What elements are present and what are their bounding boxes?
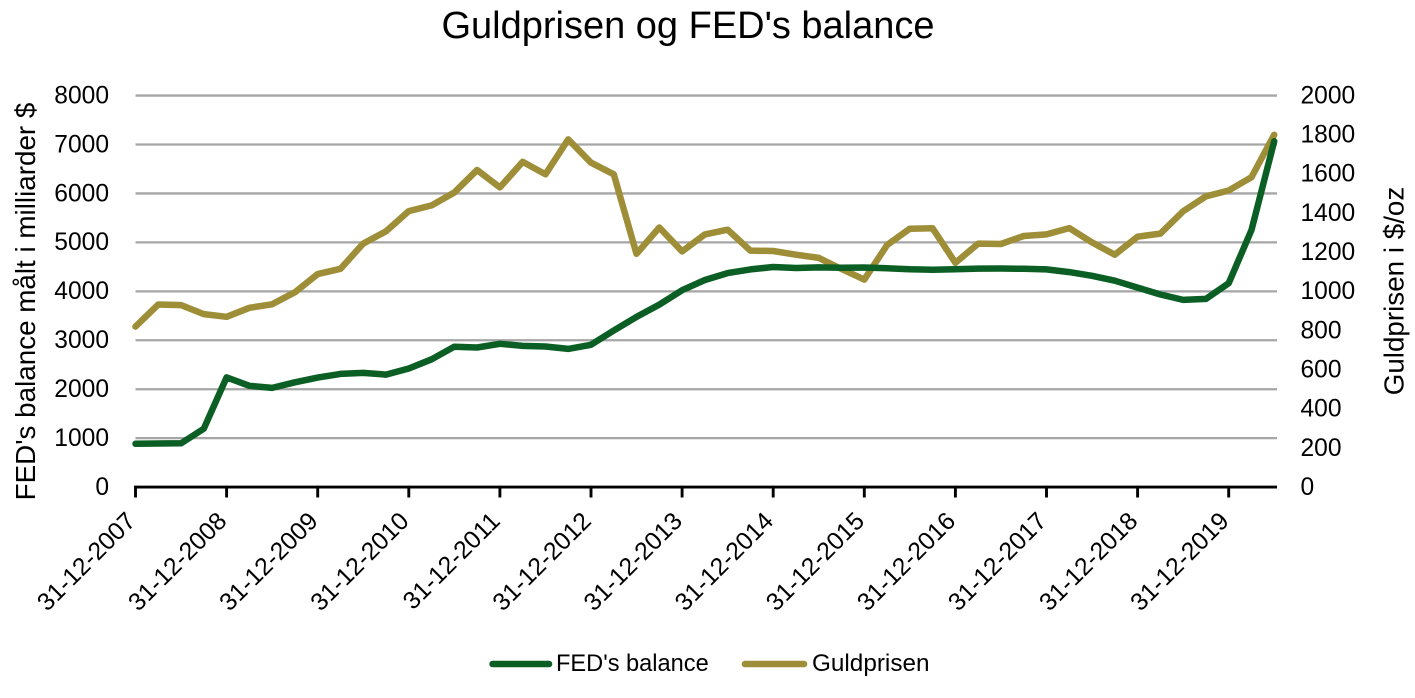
svg-text:600: 600 xyxy=(1301,357,1342,384)
svg-text:0: 0 xyxy=(1301,474,1315,501)
svg-text:800: 800 xyxy=(1301,317,1342,344)
svg-text:1000: 1000 xyxy=(54,425,109,452)
svg-text:1600: 1600 xyxy=(1301,161,1356,188)
svg-text:2000: 2000 xyxy=(54,376,109,403)
svg-text:FED's balance: FED's balance xyxy=(556,651,709,677)
svg-text:Guldprisen i $/oz: Guldprisen i $/oz xyxy=(1378,187,1409,396)
svg-text:1000: 1000 xyxy=(1301,278,1356,305)
svg-text:Guldprisen: Guldprisen xyxy=(812,650,930,677)
svg-text:400: 400 xyxy=(1301,396,1342,423)
svg-text:6000: 6000 xyxy=(54,180,109,207)
svg-text:0: 0 xyxy=(95,474,109,501)
svg-text:1200: 1200 xyxy=(1301,239,1356,266)
svg-text:7000: 7000 xyxy=(54,131,109,158)
svg-text:200: 200 xyxy=(1301,435,1342,462)
svg-text:8000: 8000 xyxy=(54,82,109,109)
svg-text:1400: 1400 xyxy=(1301,200,1356,227)
svg-text:3000: 3000 xyxy=(54,327,109,354)
svg-text:1800: 1800 xyxy=(1301,122,1356,149)
svg-text:5000: 5000 xyxy=(54,229,109,256)
svg-text:Guldprisen og FED's balance: Guldprisen og FED's balance xyxy=(441,5,934,47)
svg-text:2000: 2000 xyxy=(1301,82,1356,109)
svg-text:FED's balance målt i milliarde: FED's balance målt i milliarder $ xyxy=(10,102,41,500)
svg-text:4000: 4000 xyxy=(54,278,109,305)
